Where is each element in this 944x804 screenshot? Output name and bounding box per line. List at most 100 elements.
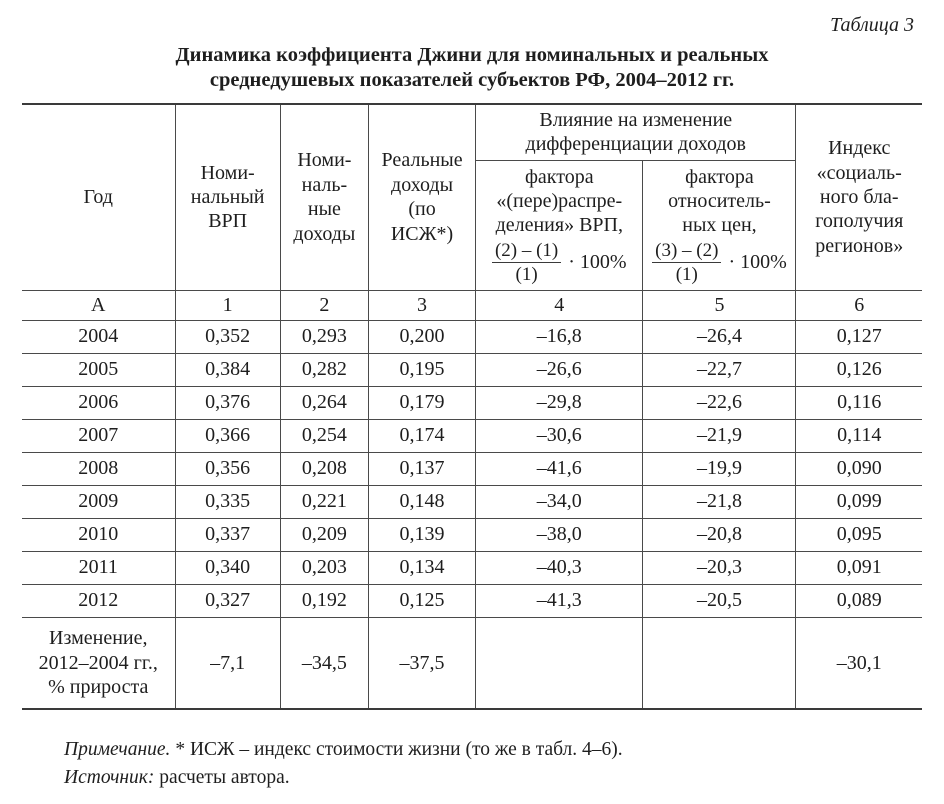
summary-value: –37,5 bbox=[367, 616, 477, 710]
cell-value: 0,376 bbox=[174, 385, 281, 420]
cell-value: –38,0 bbox=[475, 517, 644, 552]
fraction: (3) – (2) (1) bbox=[652, 240, 722, 286]
summary-value: –34,5 bbox=[279, 616, 369, 710]
cell-value: 0,125 bbox=[367, 583, 477, 618]
cell-value: 0,337 bbox=[174, 517, 281, 552]
index-cell: А bbox=[22, 289, 176, 321]
cell-year: 2010 bbox=[22, 517, 176, 552]
table-body: 2004 0,352 0,293 0,200 –16,8 –26,4 0,127 2005 0,… bbox=[22, 319, 922, 710]
index-cell: 3 bbox=[367, 289, 477, 321]
cell-value: 0,174 bbox=[367, 418, 477, 453]
cell-value: –26,4 bbox=[642, 319, 797, 354]
cell-value: 0,089 bbox=[795, 583, 922, 618]
cell-value: –41,6 bbox=[475, 451, 644, 486]
header-real-income: Реальные доходы (по ИСЖ*) bbox=[367, 103, 477, 291]
cell-value: –29,8 bbox=[475, 385, 644, 420]
cell-value: 0,221 bbox=[279, 484, 369, 519]
gini-table: Год Номи- нальный ВРП Номи- наль- ные до… bbox=[22, 103, 922, 710]
cell-value: 0,095 bbox=[795, 517, 922, 552]
cell-value: –20,3 bbox=[642, 550, 797, 585]
cell-value: 0,209 bbox=[279, 517, 369, 552]
fraction: (2) – (1) (1) bbox=[491, 240, 562, 286]
fraction-multiplier: · 100% bbox=[728, 251, 787, 274]
cell-value: 0,327 bbox=[174, 583, 281, 618]
cell-value: –20,8 bbox=[642, 517, 797, 552]
table-row: 2004 0,352 0,293 0,200 –16,8 –26,4 0,127 bbox=[22, 319, 922, 354]
fraction-numerator: (2) – (1) bbox=[491, 240, 562, 264]
cell-value: 0,192 bbox=[279, 583, 369, 618]
cell-value: 0,114 bbox=[795, 418, 922, 453]
footnote-lead: Источник: bbox=[64, 767, 155, 789]
cell-value: –26,6 bbox=[475, 352, 644, 387]
table-row: 2009 0,335 0,221 0,148 –34,0 –21,8 0,099 bbox=[22, 484, 922, 519]
cell-value: –41,3 bbox=[475, 583, 644, 618]
cell-value: –22,7 bbox=[642, 352, 797, 387]
cell-value: 0,179 bbox=[367, 385, 477, 420]
footnotes: Примечание. * ИСЖ – индекс стоимости жиз… bbox=[64, 736, 944, 793]
cell-value: 0,148 bbox=[367, 484, 477, 519]
footnote-source: Источник: расчеты автора. bbox=[64, 764, 944, 792]
table-number-label: Таблица 3 bbox=[830, 14, 914, 36]
cell-value: 0,099 bbox=[795, 484, 922, 519]
cell-value: 0,139 bbox=[367, 517, 477, 552]
cell-value: –40,3 bbox=[475, 550, 644, 585]
summary-value bbox=[642, 616, 797, 710]
factor2-formula: (3) – (2) (1) · 100% bbox=[647, 240, 791, 286]
table-row: 2012 0,327 0,192 0,125 –41,3 –20,5 0,089 bbox=[22, 583, 922, 618]
cell-year: 2008 bbox=[22, 451, 176, 486]
header-nominal-income: Номи- наль- ные доходы bbox=[279, 103, 369, 291]
fraction-multiplier: · 100% bbox=[568, 251, 627, 274]
fraction-denominator: (1) bbox=[515, 264, 538, 286]
index-cell: 5 bbox=[642, 289, 797, 321]
cell-value: 0,356 bbox=[174, 451, 281, 486]
cell-value: –21,8 bbox=[642, 484, 797, 519]
summary-value bbox=[475, 616, 644, 710]
cell-value: –21,9 bbox=[642, 418, 797, 453]
index-cell: 1 bbox=[174, 289, 281, 321]
header-row-2: фактора «(пере)распре- деления» ВРП, (2)… bbox=[22, 159, 922, 291]
cell-value: 0,208 bbox=[279, 451, 369, 486]
cell-value: 0,352 bbox=[174, 319, 281, 354]
header-wellbeing-index: Индекс «социаль- ного бла- гополучия рег… bbox=[795, 103, 922, 291]
summary-value: –7,1 bbox=[174, 616, 281, 710]
fraction-denominator: (1) bbox=[675, 264, 698, 286]
footnote-note: Примечание. * ИСЖ – индекс стоимости жиз… bbox=[64, 736, 944, 764]
cell-value: –34,0 bbox=[475, 484, 644, 519]
cell-value: 0,137 bbox=[367, 451, 477, 486]
cell-value: 0,126 bbox=[795, 352, 922, 387]
summary-label: Изменение, 2012–2004 гг., % прироста bbox=[22, 616, 176, 710]
cell-value: 0,090 bbox=[795, 451, 922, 486]
factor1-label: фактора «(пере)распре- деления» ВРП, bbox=[495, 165, 623, 237]
index-cell: 6 bbox=[795, 289, 922, 321]
table-row: 2007 0,366 0,254 0,174 –30,6 –21,9 0,114 bbox=[22, 418, 922, 453]
cell-value: 0,200 bbox=[367, 319, 477, 354]
cell-year: 2012 bbox=[22, 583, 176, 618]
table-row: 2010 0,337 0,209 0,139 –38,0 –20,8 0,095 bbox=[22, 517, 922, 552]
table-row: 2006 0,376 0,264 0,179 –29,8 –22,6 0,116 bbox=[22, 385, 922, 420]
cell-value: 0,335 bbox=[174, 484, 281, 519]
factor1-formula: (2) – (1) (1) · 100% bbox=[480, 240, 638, 286]
table-row: 2011 0,340 0,203 0,134 –40,3 –20,3 0,091 bbox=[22, 550, 922, 585]
cell-value: 0,340 bbox=[174, 550, 281, 585]
cell-value: 0,384 bbox=[174, 352, 281, 387]
cell-value: –19,9 bbox=[642, 451, 797, 486]
fraction-numerator: (3) – (2) bbox=[652, 240, 722, 264]
cell-value: 0,195 bbox=[367, 352, 477, 387]
cell-value: 0,127 bbox=[795, 319, 922, 354]
summary-value: –30,1 bbox=[795, 616, 922, 710]
cell-value: 0,264 bbox=[279, 385, 369, 420]
cell-year: 2004 bbox=[22, 319, 176, 354]
footnote-lead: Примечание. bbox=[64, 739, 171, 760]
cell-value: –20,5 bbox=[642, 583, 797, 618]
cell-year: 2009 bbox=[22, 484, 176, 519]
cell-value: 0,134 bbox=[367, 550, 477, 585]
cell-value: 0,203 bbox=[279, 550, 369, 585]
cell-value: 0,116 bbox=[795, 385, 922, 420]
cell-value: –22,6 bbox=[642, 385, 797, 420]
cell-value: 0,091 bbox=[795, 550, 922, 585]
footnote-text: расчеты автора. bbox=[154, 767, 290, 789]
cell-year: 2011 bbox=[22, 550, 176, 585]
header-influence-group: Влияние на изменение дифференциации дохо… bbox=[475, 103, 797, 161]
cell-value: 0,366 bbox=[174, 418, 281, 453]
